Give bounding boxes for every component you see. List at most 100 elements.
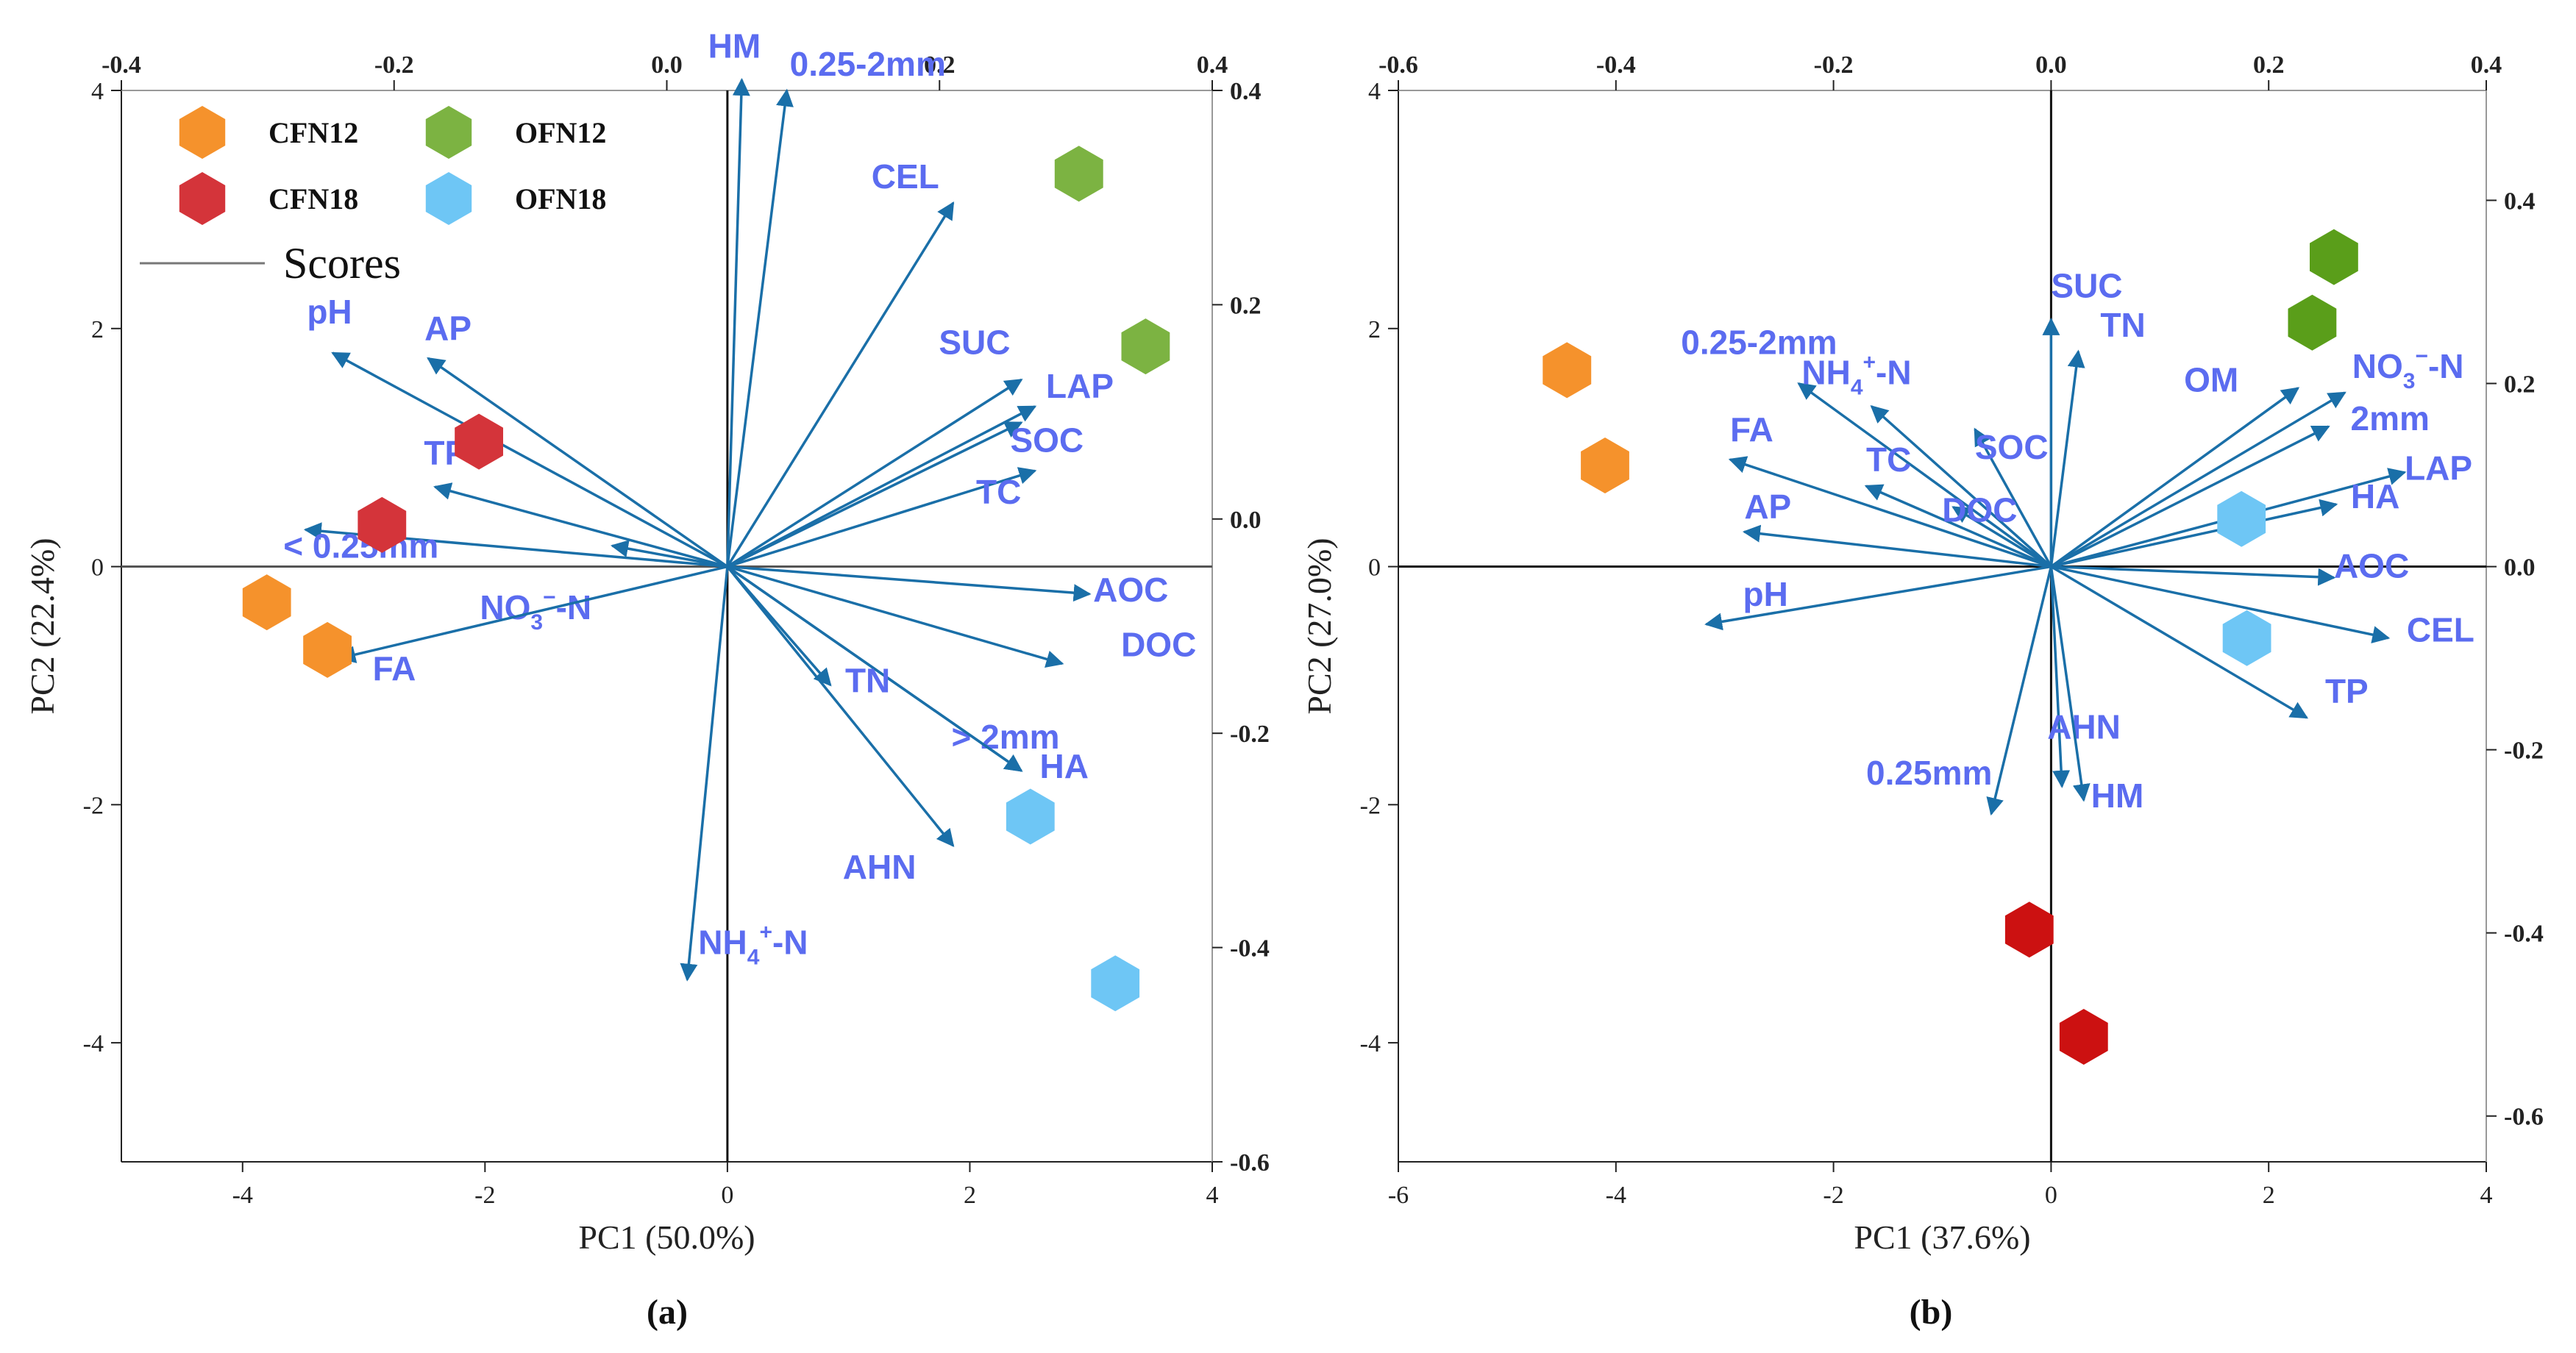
score-point-ofn12 — [1054, 146, 1103, 202]
score-point-ofn12 — [2310, 229, 2358, 285]
loading-label: AP — [424, 309, 472, 347]
x-axis-title: PC1 (50.0%) — [578, 1218, 755, 1256]
loading-label: LAP — [2405, 449, 2472, 487]
top-tick-label: 0.2 — [924, 51, 956, 79]
loading-arrow-ph — [331, 351, 728, 568]
loading-label: AOC — [1093, 571, 1168, 609]
loading-arrow-ha — [726, 565, 1023, 772]
score-point-ofn18 — [2217, 490, 2266, 547]
loading-label: pH — [1743, 575, 1788, 613]
loading-arrow-tp — [2050, 565, 2309, 719]
x-tick-label: 4 — [1206, 1182, 1219, 1209]
loading-label: HA — [1039, 747, 1088, 785]
loading-label: CEL — [872, 157, 939, 196]
loading-label: NO3−-N — [480, 585, 591, 635]
right-tick-label: -0.2 — [1230, 721, 1270, 748]
score-point-cfn12 — [303, 621, 352, 678]
score-point-ofn18 — [2222, 610, 2271, 666]
x-tick-label: -2 — [1823, 1182, 1843, 1209]
loading-label: NO3−-N — [2352, 344, 2464, 393]
loading-label: HA — [2351, 477, 2399, 515]
loading-label: SOC — [1010, 421, 1084, 460]
legend-label: OFN18 — [515, 182, 606, 215]
loading-label: SUC — [939, 323, 1010, 361]
x-tick-label: 2 — [2263, 1182, 2275, 1209]
loading-label: HM — [708, 26, 761, 65]
loading-label: 0.25mm — [1866, 754, 1992, 792]
legend-label: CFN18 — [268, 182, 358, 215]
loading-label: AHN — [2047, 707, 2121, 746]
loading-arrow-tc — [727, 467, 1037, 568]
loading-label: AOC — [2334, 546, 2409, 585]
loading-arrow-tc — [1864, 484, 2052, 568]
legend-marker-cfn12 — [179, 106, 226, 159]
loading-label: 0.25-2mm — [790, 45, 946, 83]
right-tick-label: 0.0 — [2504, 554, 2536, 582]
loading-label: AHN — [843, 848, 917, 886]
right-tick-label: -0.6 — [1230, 1149, 1270, 1177]
loading-label: DOC — [1942, 491, 2017, 529]
right-tick-label: 0.4 — [2504, 188, 2536, 215]
loading-label: CEL — [2407, 611, 2474, 649]
right-tick-label: -0.4 — [2504, 921, 2544, 948]
loading-label: LAP — [1046, 367, 1114, 405]
loading-arrow-soc — [1974, 427, 2052, 568]
loading-label: TC — [1866, 440, 1911, 479]
loading-arrow-ha — [2051, 499, 2338, 568]
x-axis-title: PC1 (37.6%) — [1854, 1218, 2030, 1256]
loading-arrow-aoc — [2051, 565, 2336, 586]
loading-label: SOC — [1975, 428, 2049, 466]
legend: CFN12 CFN18 OFN12 OFN18 Scores — [140, 106, 606, 288]
score-point-cfn12 — [1581, 438, 1629, 493]
x-tick-label: -4 — [232, 1182, 253, 1209]
top-tick-label: 0.0 — [651, 51, 683, 79]
right-tick-label: 0.4 — [1230, 78, 1262, 105]
top-tick-label: 0.4 — [1197, 51, 1228, 79]
x-tick-label: -6 — [1388, 1182, 1409, 1209]
loading-label: HM — [2091, 777, 2144, 815]
right-tick-label: 0.2 — [2504, 371, 2536, 398]
loading-arrow-fa — [1728, 456, 2052, 568]
loading-arrow-cel — [2051, 565, 2391, 643]
loading-arrow-0252mm — [1797, 382, 2052, 568]
score-point-ofn18 — [1006, 788, 1055, 845]
legend-line-label: Scores — [283, 239, 401, 288]
y-tick-label: 4 — [1368, 78, 1381, 105]
score-point-ofn18 — [1091, 955, 1140, 1012]
loading-label: SUC — [2051, 266, 2122, 304]
legend-label: OFN12 — [515, 116, 606, 149]
loading-label: FA — [373, 649, 416, 688]
y-tick-label: 2 — [1368, 316, 1381, 343]
panel-label: (a) — [647, 1293, 688, 1332]
right-tick-label: -0.4 — [1230, 935, 1270, 963]
right-tick-label: 0.2 — [1230, 292, 1262, 319]
right-tick-label: 0.0 — [1230, 507, 1262, 534]
loading-arrow-suc — [726, 378, 1023, 568]
loading-arrow-no3n — [2050, 391, 2346, 568]
panel-label: (b) — [1910, 1293, 1953, 1332]
right-tick-label: -0.2 — [2504, 738, 2544, 765]
top-tick-label: -0.2 — [374, 51, 414, 79]
y-tick-label: -4 — [83, 1030, 104, 1057]
loading-label: FA — [1730, 410, 1773, 449]
x-tick-label: -4 — [1606, 1182, 1626, 1209]
loading-arrow-cel — [726, 201, 955, 568]
loading-arrow-025mm — [1986, 566, 2053, 816]
legend-marker-ofn18 — [425, 172, 472, 225]
loading-arrow-ahn — [2049, 566, 2071, 788]
loading-label: AP — [1744, 488, 1791, 526]
loading-label: TC — [976, 473, 1021, 511]
loading-arrow-tn — [2049, 349, 2085, 567]
x-tick-label: -2 — [474, 1182, 495, 1209]
y-tick-label: 0 — [91, 554, 104, 582]
x-tick-label: 0 — [721, 1182, 733, 1209]
loading-arrow-hm — [726, 78, 750, 567]
y-tick-label: 0 — [1368, 554, 1381, 582]
y-axis-title: PC2 (22.4%) — [24, 538, 61, 714]
loading-label: 0.25-2mm — [1681, 323, 1837, 361]
loading-arrow-ahn — [726, 565, 955, 848]
score-point-cfn18 — [2004, 902, 2054, 958]
loading-arrow-0252mm — [726, 88, 794, 567]
y-tick-label: 2 — [91, 316, 104, 343]
